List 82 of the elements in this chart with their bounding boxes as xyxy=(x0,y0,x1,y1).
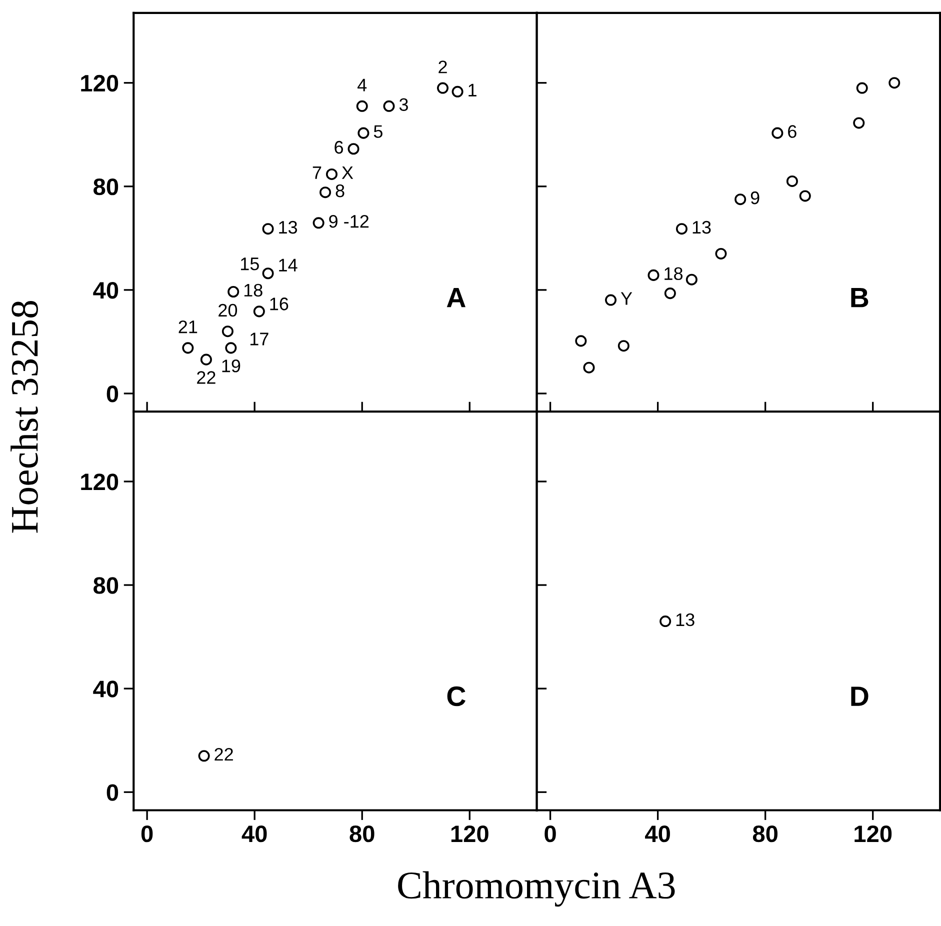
annotation: 22 xyxy=(197,371,216,384)
point xyxy=(853,117,865,129)
x-tick-label: 40 xyxy=(242,825,267,842)
x-axis-title: Chromomycin A3 xyxy=(398,871,675,907)
annotation: 22 xyxy=(214,748,233,761)
annotation: 18 xyxy=(664,267,683,280)
point xyxy=(856,82,868,94)
y-axis-title: Hoechst 33258 xyxy=(10,300,38,533)
annotation: 3 xyxy=(399,98,408,111)
point xyxy=(383,100,395,112)
point xyxy=(358,127,370,139)
annotation: 2 xyxy=(438,60,447,74)
y-tick-label: 120 xyxy=(81,74,118,92)
annotation: 6 xyxy=(334,140,343,154)
point xyxy=(734,194,746,206)
annotation: 14 xyxy=(279,258,298,272)
x-tick-label: 120 xyxy=(854,825,892,842)
point xyxy=(888,77,900,89)
point xyxy=(715,248,727,260)
point xyxy=(348,143,360,155)
y-tick-label: 0 xyxy=(106,386,118,402)
point xyxy=(676,223,688,235)
point xyxy=(452,86,464,98)
y-tick-label: 120 xyxy=(81,474,118,490)
point xyxy=(575,335,587,347)
y-tick-label: 40 xyxy=(93,282,118,299)
point xyxy=(262,268,274,280)
annotation: 16 xyxy=(270,298,288,310)
point xyxy=(356,100,368,112)
annotation: A xyxy=(446,288,466,308)
point xyxy=(182,342,194,354)
point xyxy=(326,168,338,180)
point xyxy=(605,294,617,306)
point xyxy=(225,342,237,354)
point xyxy=(320,186,332,198)
annotation: 20 xyxy=(218,304,238,317)
point xyxy=(222,326,234,338)
point xyxy=(262,223,274,235)
point xyxy=(436,82,449,94)
annotation: 19 xyxy=(222,360,240,372)
point xyxy=(648,269,660,281)
x-tick-label: 0 xyxy=(544,825,556,842)
point xyxy=(786,175,798,187)
annotation: 4 xyxy=(358,78,367,92)
point xyxy=(228,286,240,298)
y-tick-label: 0 xyxy=(106,784,118,801)
point xyxy=(312,217,324,229)
y-tick-label: 80 xyxy=(94,178,118,196)
x-tick-label: 120 xyxy=(451,825,488,842)
annotation: 9 xyxy=(750,191,760,204)
annotation: 21 xyxy=(178,320,198,334)
annotation: 6 xyxy=(788,125,796,138)
annotation: 5 xyxy=(374,125,382,138)
point xyxy=(686,274,698,286)
annotation: B xyxy=(851,288,868,308)
annotation: 8 xyxy=(336,184,344,198)
annotation: 7 xyxy=(312,166,322,179)
annotation: 18 xyxy=(244,284,262,297)
annotation: C xyxy=(447,686,466,706)
x-tick-label: 80 xyxy=(350,825,374,842)
y-tick-label: 80 xyxy=(94,577,118,594)
point xyxy=(618,340,630,352)
annotation: 1 xyxy=(468,84,476,96)
x-tick-label: 40 xyxy=(645,825,670,842)
annotation: 15 xyxy=(240,258,259,270)
y-tick-label: 40 xyxy=(93,680,118,698)
point xyxy=(664,288,676,300)
annotation: 9 -12 xyxy=(329,214,369,228)
annotation: D xyxy=(851,686,868,706)
annotation: 13 xyxy=(279,220,298,234)
point xyxy=(799,190,811,202)
annotation: Y xyxy=(620,292,632,305)
annotation: 17 xyxy=(250,332,268,346)
point xyxy=(200,354,212,366)
x-tick-label: 80 xyxy=(752,825,778,842)
x-tick-label: 0 xyxy=(141,825,153,842)
point xyxy=(772,127,784,139)
point xyxy=(253,306,265,318)
annotation: X xyxy=(342,166,354,179)
point xyxy=(583,362,595,374)
annotation: 13 xyxy=(676,613,694,626)
annotation: 13 xyxy=(692,220,711,234)
